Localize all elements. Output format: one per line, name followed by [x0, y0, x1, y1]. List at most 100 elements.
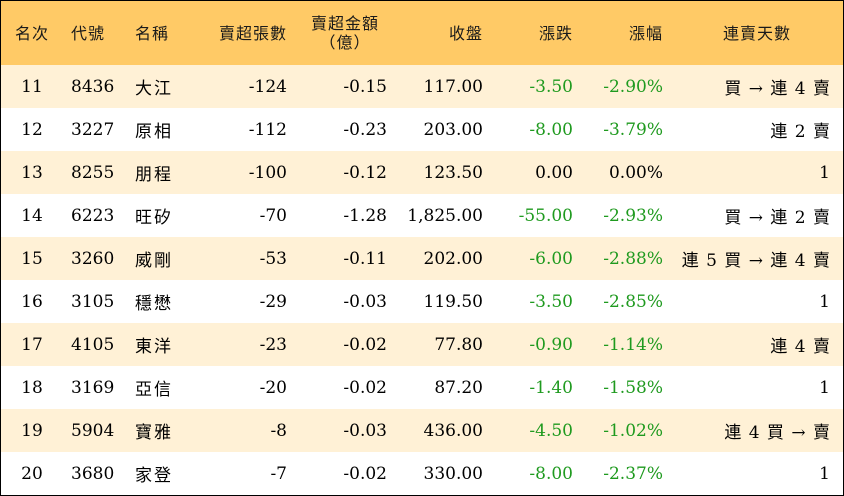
name-cell: 穩懋 — [135, 294, 173, 314]
streak-cell: 連 2 賣 — [770, 122, 831, 142]
lots-cell: -29 — [259, 291, 287, 312]
code-cell: 5904 — [71, 420, 115, 441]
rank-cell: 16 — [21, 291, 43, 312]
table-row: 15 3260 威剛 -53 -0.11 202.00 -6.00 -2.88%… — [1, 237, 843, 280]
amount-cell: -0.02 — [343, 334, 387, 355]
rank-cell: 14 — [21, 205, 43, 226]
name-cell: 大江 — [135, 79, 173, 99]
streak-cell: 買 → 連 2 賣 — [724, 208, 831, 228]
rank-cell: 19 — [21, 420, 43, 441]
header-close: 收盤 — [448, 23, 483, 43]
change-cell: -0.90 — [529, 334, 573, 355]
name-cell: 旺矽 — [135, 208, 173, 228]
close-cell: 436.00 — [423, 420, 483, 441]
close-cell: 119.50 — [423, 291, 483, 312]
amount-cell: -0.02 — [343, 463, 387, 484]
lots-cell: -23 — [259, 334, 287, 355]
change-cell: 0.00 — [535, 162, 573, 183]
close-cell: 87.20 — [434, 377, 483, 398]
lots-cell: -100 — [248, 162, 287, 183]
streak-cell: 1 — [819, 162, 831, 183]
rank-cell: 13 — [21, 162, 43, 183]
code-cell: 8436 — [71, 76, 115, 97]
code-cell: 8255 — [71, 162, 115, 183]
table-row: 20 3680 家登 -7 -0.02 330.00 -8.00 -2.37% … — [1, 452, 843, 495]
change-cell: -6.00 — [529, 248, 573, 269]
rank-cell: 17 — [21, 334, 43, 355]
header-name: 名稱 — [135, 23, 170, 43]
table-row: 16 3105 穩懋 -29 -0.03 119.50 -3.50 -2.85%… — [1, 280, 843, 323]
streak-cell: 連 5 買 → 連 4 賣 — [681, 251, 831, 271]
rank-cell: 20 — [21, 463, 43, 484]
header-net-sell-lots: 賣超張數 — [218, 23, 287, 43]
lots-cell: -53 — [259, 248, 287, 269]
rank-cell: 15 — [21, 248, 43, 269]
name-cell: 威剛 — [135, 251, 173, 271]
lots-cell: -124 — [248, 76, 287, 97]
header-net-sell-amount-line1: 賣超金額 — [310, 14, 379, 33]
change-pct-cell: 0.00% — [608, 162, 663, 183]
close-cell: 123.50 — [423, 162, 483, 183]
header-rank: 名次 — [14, 23, 49, 43]
table-row: 13 8255 朋程 -100 -0.12 123.50 0.00 0.00% … — [1, 151, 843, 194]
change-cell: -4.50 — [529, 420, 573, 441]
table-row: 11 8436 大江 -124 -0.15 117.00 -3.50 -2.90… — [1, 65, 843, 108]
amount-cell: -0.02 — [343, 377, 387, 398]
code-cell: 3260 — [71, 248, 115, 269]
amount-cell: -0.15 — [343, 76, 387, 97]
change-pct-cell: -1.14% — [603, 334, 663, 355]
change-pct-cell: -2.85% — [603, 291, 663, 312]
amount-cell: -0.12 — [343, 162, 387, 183]
code-cell: 3169 — [71, 377, 115, 398]
table-row: 18 3169 亞信 -20 -0.02 87.20 -1.40 -1.58% … — [1, 366, 843, 409]
amount-cell: -0.03 — [343, 420, 387, 441]
change-pct-cell: -2.93% — [603, 205, 663, 226]
streak-cell: 連 4 買 → 賣 — [724, 423, 831, 443]
amount-cell: -0.03 — [343, 291, 387, 312]
header-change-pct: 漲幅 — [628, 23, 663, 43]
change-pct-cell: -2.90% — [603, 76, 663, 97]
code-cell: 6223 — [71, 205, 115, 226]
change-cell: -8.00 — [529, 119, 573, 140]
streak-cell: 1 — [819, 463, 831, 484]
streak-cell: 1 — [819, 377, 831, 398]
code-cell: 3680 — [71, 463, 115, 484]
header-change: 漲跌 — [538, 23, 573, 43]
change-pct-cell: -1.02% — [603, 420, 663, 441]
header-row: 名次 代號 名稱 賣超張數 賣超金額 （億） 收盤 漲跌 漲幅 連賣天數 — [1, 1, 843, 65]
table-row: 17 4105 東洋 -23 -0.02 77.80 -0.90 -1.14% … — [1, 323, 843, 366]
header-streak: 連賣天數 — [722, 23, 791, 43]
name-cell: 寶雅 — [135, 423, 173, 443]
change-cell: -3.50 — [529, 291, 573, 312]
lots-cell: -70 — [259, 205, 287, 226]
header-net-sell-amount-line2: （億） — [319, 33, 371, 52]
header-net-sell-amount: 賣超金額 （億） — [295, 1, 395, 65]
name-cell: 原相 — [135, 122, 173, 142]
amount-cell: -1.28 — [343, 205, 387, 226]
close-cell: 203.00 — [423, 119, 483, 140]
streak-cell: 1 — [819, 291, 831, 312]
lots-cell: -7 — [270, 463, 287, 484]
header-code: 代號 — [71, 23, 106, 43]
amount-cell: -0.11 — [343, 248, 387, 269]
close-cell: 117.00 — [423, 76, 483, 97]
change-cell: -3.50 — [529, 76, 573, 97]
code-cell: 3227 — [71, 119, 115, 140]
close-cell: 77.80 — [434, 334, 483, 355]
name-cell: 東洋 — [135, 337, 173, 357]
amount-cell: -0.23 — [343, 119, 387, 140]
change-cell: -55.00 — [518, 205, 573, 226]
change-pct-cell: -1.58% — [603, 377, 663, 398]
streak-cell: 連 4 賣 — [770, 337, 831, 357]
lots-cell: -8 — [270, 420, 287, 441]
code-cell: 3105 — [71, 291, 115, 312]
close-cell: 330.00 — [423, 463, 483, 484]
name-cell: 家登 — [135, 466, 173, 486]
lots-cell: -20 — [259, 377, 287, 398]
lots-cell: -112 — [248, 119, 287, 140]
table-row: 12 3227 原相 -112 -0.23 203.00 -8.00 -3.79… — [1, 108, 843, 151]
close-cell: 1,825.00 — [407, 205, 483, 226]
streak-cell: 買 → 連 4 賣 — [724, 79, 831, 99]
